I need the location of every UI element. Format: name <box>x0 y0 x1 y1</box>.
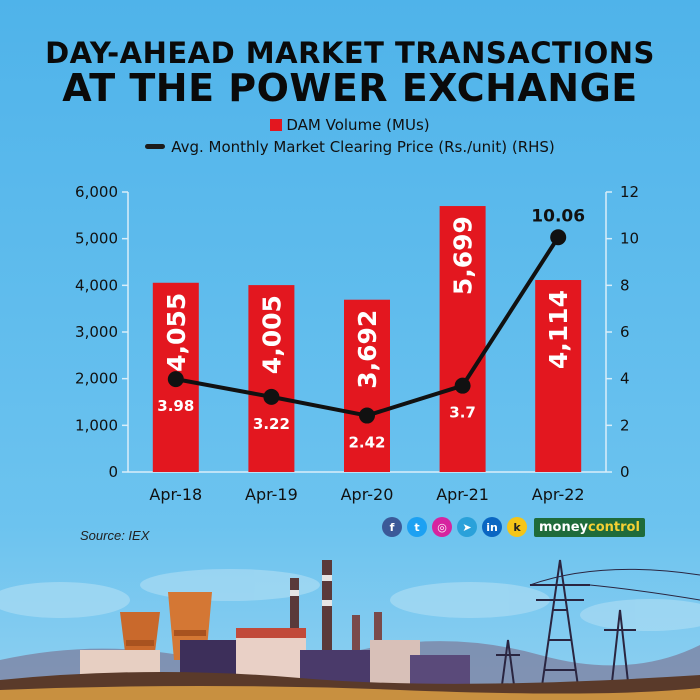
price-point <box>263 388 280 405</box>
x-category-label: Apr-21 <box>436 485 489 504</box>
price-value-label: 10.06 <box>531 206 585 226</box>
left-tick-label: 2,000 <box>75 370 118 388</box>
bar <box>248 285 295 472</box>
koo-icon[interactable]: k <box>507 517 527 537</box>
right-tick-label: 2 <box>620 416 630 434</box>
price-value-label: 3.98 <box>157 397 194 415</box>
price-value-label: 3.7 <box>449 404 476 422</box>
left-tick-label: 1,000 <box>75 416 118 434</box>
bar-value-label: 4,055 <box>162 293 191 372</box>
bar-value-label: 3,692 <box>353 310 382 389</box>
right-tick-label: 0 <box>620 463 630 481</box>
right-tick-label: 12 <box>620 183 639 201</box>
legend-bar-swatch <box>270 119 283 131</box>
brand-logo[interactable]: moneycontrol <box>534 517 645 537</box>
social-bar: f t ◎ ➤ in k moneycontrol <box>382 517 645 537</box>
legend-line-swatch <box>145 144 166 149</box>
telegram-icon[interactable]: ➤ <box>457 517 477 537</box>
bar <box>439 206 486 472</box>
x-category-label: Apr-20 <box>341 485 394 504</box>
bar-value-label: 4,005 <box>257 295 286 374</box>
right-tick-label: 8 <box>620 276 630 294</box>
legend-label-price: Avg. Monthly Market Clearing Price (Rs./… <box>171 138 555 156</box>
legend-item-volume: DAM Volume (MUs) <box>0 116 700 134</box>
chart-title-line-1: DAY-AHEAD MARKET TRANSACTIONS <box>45 36 655 70</box>
left-tick-label: 0 <box>108 463 118 481</box>
bar-value-label: 5,699 <box>449 216 478 295</box>
left-tick-label: 5,000 <box>75 230 118 248</box>
left-tick-label: 3,000 <box>75 323 118 341</box>
price-value-label: 3.22 <box>253 415 290 433</box>
right-tick-label: 10 <box>620 230 639 248</box>
right-tick-label: 4 <box>620 370 630 388</box>
x-category-label: Apr-18 <box>149 485 202 504</box>
right-tick-label: 6 <box>620 323 630 341</box>
twitter-icon[interactable]: t <box>407 517 427 537</box>
source-note: Source: IEX <box>80 528 150 543</box>
left-tick-label: 6,000 <box>75 183 118 201</box>
bar <box>535 280 582 472</box>
legend-item-price: Avg. Monthly Market Clearing Price (Rs./… <box>0 138 700 156</box>
bar <box>344 299 390 472</box>
facebook-icon[interactable]: f <box>382 517 402 537</box>
x-category-label: Apr-19 <box>245 485 298 504</box>
price-value-label: 2.42 <box>348 434 385 452</box>
left-tick-label: 4,000 <box>75 276 118 294</box>
legend-label-volume: DAM Volume (MUs) <box>286 116 430 134</box>
price-point <box>550 229 567 246</box>
instagram-icon[interactable]: ◎ <box>432 517 452 537</box>
price-point <box>167 371 184 388</box>
price-point <box>359 407 375 424</box>
x-category-label: Apr-22 <box>532 485 585 504</box>
chart-title-line-2: AT THE POWER EXCHANGE <box>62 66 638 110</box>
bar-value-label: 4,114 <box>544 290 573 369</box>
linkedin-icon[interactable]: in <box>482 517 502 537</box>
price-point <box>454 377 471 394</box>
